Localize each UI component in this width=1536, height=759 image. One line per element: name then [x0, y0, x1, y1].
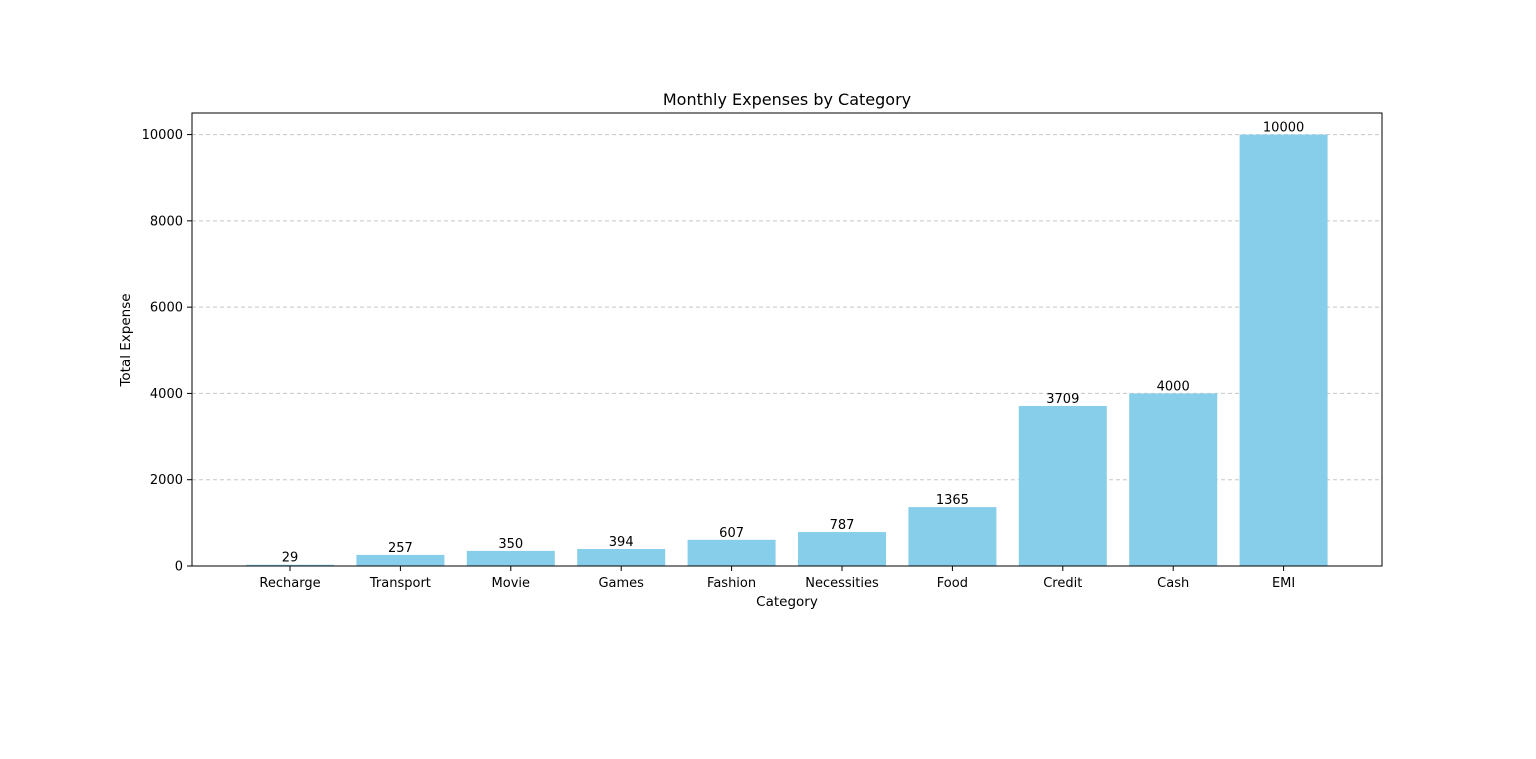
bar-value-label: 29: [282, 551, 299, 566]
x-tick-label: Movie: [492, 576, 530, 591]
x-tick-label: Games: [598, 576, 644, 591]
bar-value-label: 257: [388, 541, 413, 556]
y-tick-label: 6000: [150, 301, 183, 316]
x-tick-label: Necessities: [805, 576, 879, 591]
x-tick-label: Recharge: [259, 576, 320, 591]
bar-movie: [466, 550, 555, 566]
y-axis-label: Total Expense: [118, 293, 134, 387]
y-tick-label: 2000: [150, 473, 183, 488]
bar-value-label: 394: [609, 535, 634, 550]
bar-value-label: 1365: [936, 493, 969, 508]
bar-value-label: 4000: [1157, 379, 1190, 394]
bar-cash: [1129, 393, 1218, 566]
bar-value-label: 3709: [1046, 392, 1079, 407]
x-tick-label: EMI: [1272, 576, 1295, 591]
y-tick-label: 8000: [150, 214, 183, 229]
bar-games: [577, 549, 666, 566]
x-tick-label: Transport: [369, 576, 431, 591]
bar-emi: [1239, 134, 1328, 567]
bars: [246, 134, 1328, 567]
bar-value-labels: 29 257 350 394 607 787 1365 3709 4000 10000: [282, 121, 1305, 566]
bar-recharge: [246, 564, 334, 566]
bar-value-label: 607: [719, 526, 744, 541]
bar-fashion: [687, 539, 776, 566]
y-tick-label: 4000: [150, 387, 183, 402]
bar-value-label: 10000: [1263, 121, 1304, 136]
bar-value-label: 787: [830, 518, 855, 533]
x-axis: Recharge Transport Movie Games Fashion Necess…: [259, 566, 1295, 591]
bar-credit: [1018, 405, 1107, 566]
x-tick-label: Cash: [1157, 576, 1189, 591]
bar-food: [908, 507, 997, 566]
y-tick-label: 0: [175, 560, 183, 575]
x-tick-label: Credit: [1043, 576, 1082, 591]
bar-transport: [356, 554, 445, 566]
y-tick-label: 10000: [142, 128, 183, 143]
x-axis-label: Category: [756, 594, 818, 610]
bar-value-label: 350: [498, 537, 523, 552]
chart-title: Monthly Expenses by Category: [663, 90, 911, 109]
x-tick-label: Food: [937, 576, 968, 591]
x-tick-label: Fashion: [707, 576, 756, 591]
plot-frame: [191, 112, 1383, 567]
y-axis: 0 2000 4000 6000 8000 10000: [142, 128, 192, 575]
bar-necessities: [798, 532, 886, 566]
